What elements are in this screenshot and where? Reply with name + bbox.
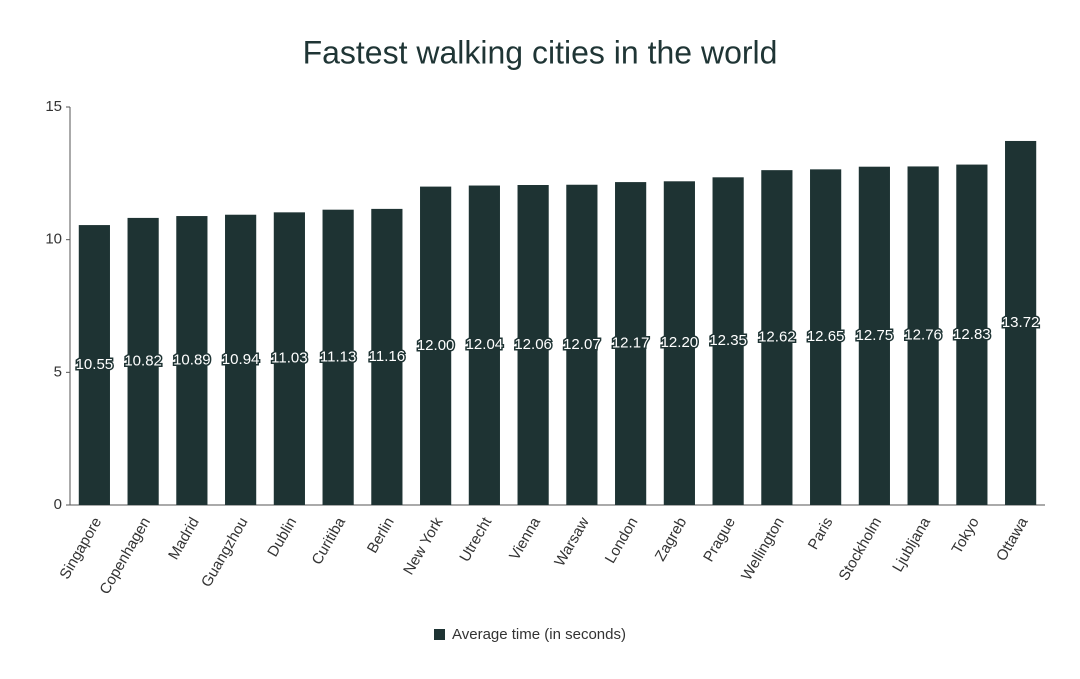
bar (566, 184, 598, 505)
value-label: 10.82 (124, 352, 162, 369)
value-label: 10.89 (173, 351, 211, 368)
bar (663, 181, 695, 505)
value-label: 12.17 (612, 335, 650, 352)
x-tick-label: Dublin (264, 514, 300, 559)
bar (127, 217, 159, 505)
legend-label: Average time (in seconds) (452, 626, 626, 643)
value-label: 12.00 (417, 337, 455, 354)
value-label: 12.75 (856, 327, 894, 344)
bar (225, 214, 257, 505)
x-tick-label: Tokyo (948, 514, 982, 556)
bar (761, 170, 793, 505)
value-label: 12.06 (514, 336, 552, 353)
value-label: 12.65 (807, 328, 845, 345)
bar (517, 185, 549, 505)
y-tick-label: 0 (54, 496, 62, 513)
bar (615, 182, 647, 505)
x-tick-label: Curitiba (308, 514, 349, 568)
x-tick-label: Utrecht (456, 514, 495, 565)
value-label: 11.03 (271, 350, 307, 367)
bar (78, 225, 110, 505)
value-label: 12.07 (563, 336, 601, 353)
x-tick-label: Ljubljana (889, 514, 934, 575)
value-label: 12.83 (953, 326, 991, 343)
bar (858, 166, 890, 505)
x-tick-label: Zagreb (652, 514, 690, 564)
value-label: 12.04 (466, 336, 504, 353)
bar (712, 177, 744, 505)
x-tick-label: Vienna (506, 514, 544, 563)
x-tick-label: Prague (700, 514, 739, 564)
value-label: 11.13 (320, 348, 356, 365)
y-tick-label: 5 (54, 363, 62, 380)
x-tick-label: Stockholm (836, 514, 886, 583)
bar (468, 185, 500, 505)
x-tick-label: Madrid (165, 514, 203, 562)
y-tick-label: 10 (45, 231, 62, 248)
bar (176, 216, 208, 505)
x-tick-label: Paris (805, 514, 837, 552)
bar (956, 164, 988, 505)
x-tick-label: Warsaw (551, 514, 593, 569)
x-tick-label: Guangzhou (198, 514, 252, 590)
value-label: 12.62 (758, 329, 796, 346)
value-label: 12.20 (661, 334, 699, 351)
bar (420, 186, 452, 505)
chart-title: Fastest walking cities in the world (303, 34, 778, 70)
bar (810, 169, 842, 505)
value-label: 13.72 (1002, 314, 1040, 331)
x-tick-label: Singapore (56, 514, 105, 582)
x-tick-label: Berlin (364, 514, 398, 556)
bar (371, 208, 403, 505)
bar (907, 166, 939, 505)
value-label: 10.55 (76, 356, 114, 373)
value-label: 11.16 (369, 348, 405, 365)
value-label: 10.94 (222, 351, 260, 368)
x-tick-label: Wellington (738, 514, 788, 583)
x-tick-label: Copenhagen (96, 514, 154, 597)
bar (273, 212, 305, 505)
legend-swatch (434, 629, 445, 640)
bar (322, 209, 354, 505)
x-tick-label: New York (400, 514, 447, 578)
bar (1005, 140, 1037, 506)
value-label: 12.76 (904, 327, 942, 344)
y-tick-label: 15 (45, 98, 62, 115)
value-label: 12.35 (709, 332, 747, 349)
x-tick-label: London (602, 514, 642, 566)
x-tick-label: Ottawa (993, 514, 1032, 564)
